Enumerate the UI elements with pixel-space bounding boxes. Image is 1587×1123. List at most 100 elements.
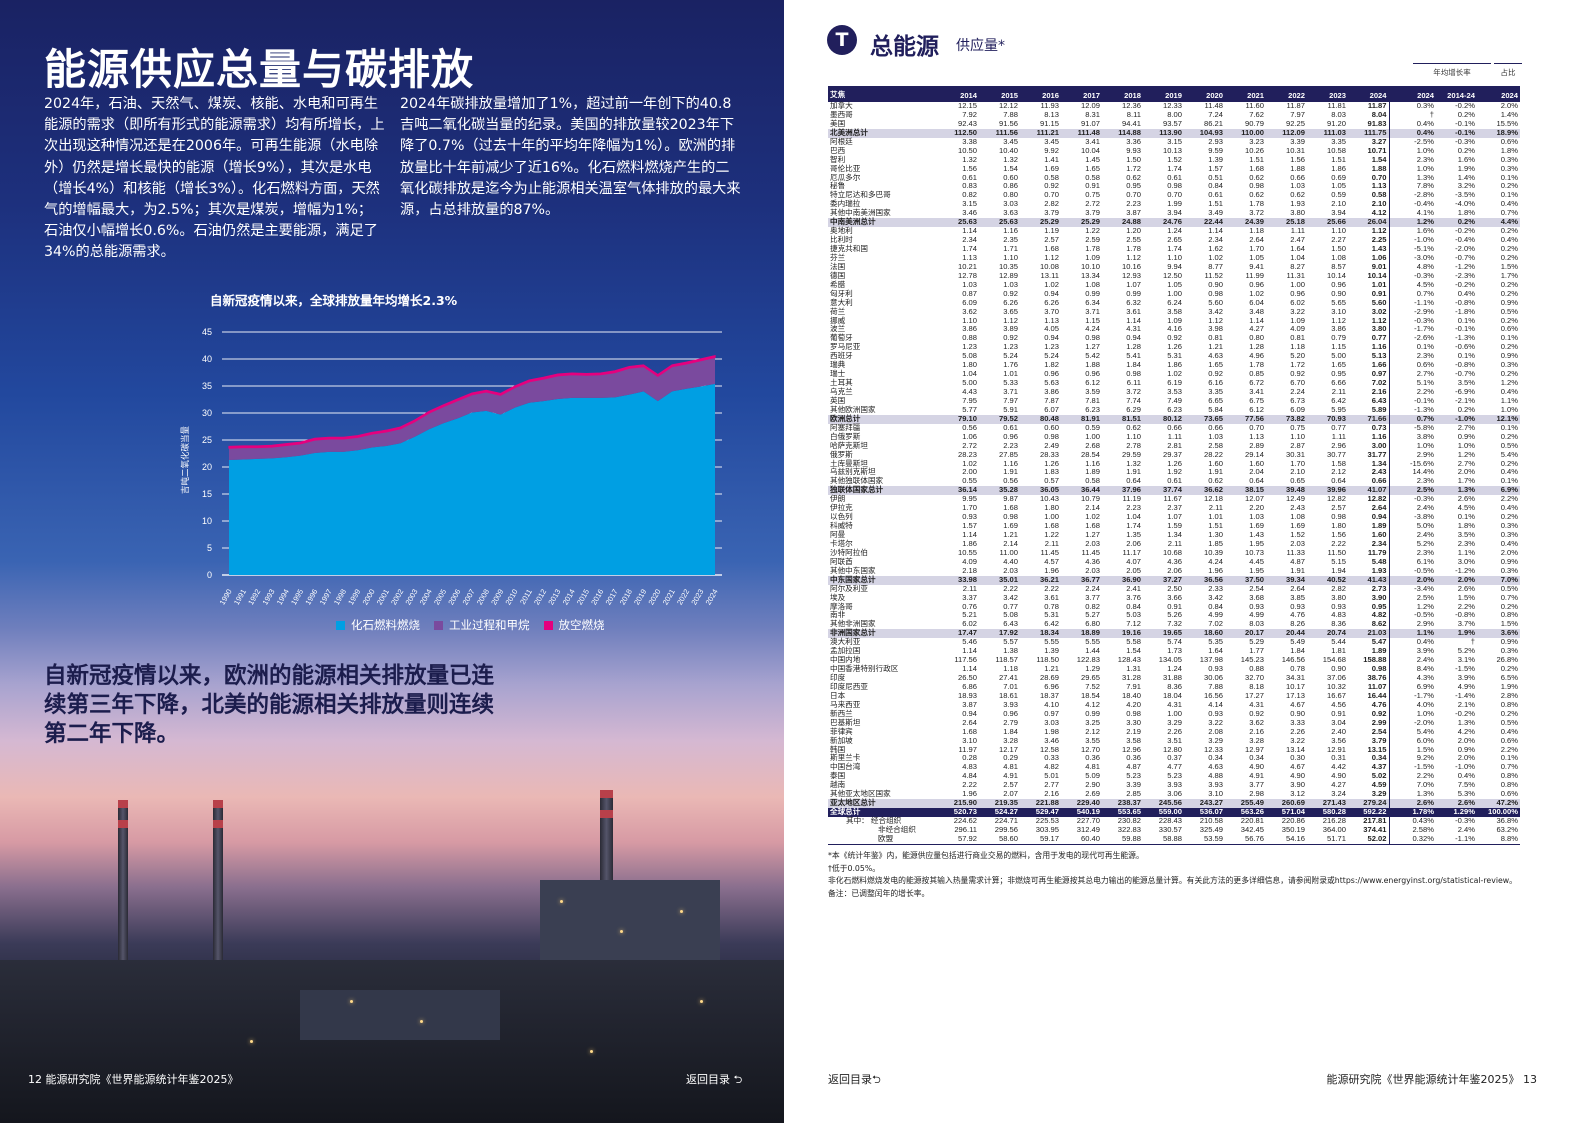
table-cell: 2.37	[1167, 503, 1182, 513]
table-cell: 0.93	[1331, 601, 1346, 611]
table-cell: 6.32	[1126, 297, 1141, 307]
table-cell: 0.90	[1208, 279, 1223, 289]
table-cell: 0.8%	[1500, 610, 1518, 620]
table-cell: 63.2%	[1496, 824, 1518, 834]
table-cell: 0.73	[1371, 422, 1387, 432]
table-cell: 322.83	[1117, 824, 1141, 834]
table-cell: 1.01	[1208, 512, 1223, 522]
table-cell: 10.16	[1121, 261, 1141, 271]
column-separator	[1388, 754, 1409, 764]
table-cell: 1.51	[1249, 154, 1264, 164]
table-cell: 71.66	[1348, 414, 1389, 424]
x-tick-label: 2018	[618, 588, 634, 607]
column-separator	[1388, 763, 1409, 773]
table-cell: 3.68	[1249, 592, 1264, 602]
table-cell: 2.19	[1126, 726, 1141, 736]
table-cell: 0.99	[1126, 288, 1141, 298]
table-cell: 17.13	[1285, 690, 1305, 700]
table-cell: 3.58	[1126, 735, 1141, 745]
row-label: 阿尔及利亚	[830, 583, 868, 593]
table-cell: 1.59	[1167, 521, 1182, 531]
back-to-contents-link[interactable]: 返回目录 ⮌	[686, 1073, 743, 1086]
table-cell: 2.22	[962, 780, 977, 790]
table-row: 其他非洲国家 6.02 6.43 6.42 6.80 7.12 7.32 7.02 8.03 8.…	[828, 619, 1520, 630]
table-cell: 3.59	[1085, 387, 1100, 396]
table-cell: -1.3%	[1455, 333, 1475, 343]
table-cell: 2.03	[1290, 538, 1305, 548]
table-cell: 5.46	[962, 637, 977, 647]
table-cell: 4.88	[1208, 771, 1223, 781]
table-cell: 0.98	[1044, 431, 1059, 441]
x-tick-label: 2003	[403, 588, 419, 607]
table-row: 阿塞拜疆 0.56 0.61 0.60 0.59 0.62 0.66 0.66 0.70 0.75…	[828, 422, 1520, 433]
table-row: 中国内地 117.56 118.57 118.50 122.83 128.43 134.05…	[828, 655, 1520, 666]
table-row: 印度 26.50 27.41 28.69 29.65 31.28 31.88 30.06 32.…	[828, 673, 1520, 683]
table-cell: 0.8%	[1500, 699, 1518, 709]
table-cell: 0.83	[962, 181, 977, 191]
table-cell: 10.58	[1326, 145, 1346, 155]
table-cell: 2.18	[962, 565, 977, 575]
table-cell: 1.69	[1003, 521, 1018, 531]
table-cell: 1.7%	[1500, 270, 1518, 280]
table-cell: 10.39	[1203, 547, 1223, 557]
footnote: 备注：已调整闰年的增长率。	[828, 888, 930, 898]
table-cell: 7.97	[1003, 395, 1018, 405]
table-cell: 6.43	[1371, 395, 1387, 405]
table-row: 卡塔尔 1.86 2.14 2.11 2.03 2.06 2.11 1.85 1.95 2.03 2…	[828, 538, 1520, 549]
table-cell: 1.91	[1126, 467, 1141, 477]
table-cell: 10.04	[1080, 145, 1100, 155]
table-cell: 0.62	[1290, 190, 1305, 200]
table-cell: 2.2%	[1416, 771, 1434, 781]
table-cell: 1.78	[1126, 244, 1141, 253]
table-cell: 112.50	[938, 128, 979, 138]
table-cell: 111.48	[1061, 128, 1102, 138]
table-cell: 37.74	[1143, 485, 1184, 496]
table-cell: 6.26	[1044, 297, 1059, 307]
column-separator	[1388, 745, 1409, 755]
table-cell: 0.57	[1044, 476, 1059, 486]
table-cell: 1.14	[962, 530, 977, 539]
column-separator	[1388, 450, 1409, 460]
table-cell: 54.16	[1266, 834, 1307, 845]
table-cell: 9.92	[1044, 145, 1059, 155]
table-cell: 245.56	[1143, 798, 1184, 809]
table-cell: 2.14	[1085, 503, 1100, 513]
column-separator	[1388, 709, 1409, 719]
table-cell: 8.03	[1249, 619, 1264, 629]
table-row: 乌兹别克斯坦 2.00 1.91 1.83 1.89 1.91 1.92 1.91 2.04 2.…	[828, 467, 1520, 478]
table-cell: 3.93	[1003, 699, 1018, 709]
column-separator	[1388, 781, 1409, 791]
table-cell: 3.35	[1331, 136, 1346, 146]
row-label: 其他独联体国家	[830, 476, 884, 486]
table-cell: 2.85	[1126, 789, 1141, 799]
table-cell: 11.45	[1081, 547, 1100, 557]
table-row: 秘鲁 0.83 0.86 0.92 0.91 0.95 0.98 0.84 0.98 1.03 1.…	[828, 181, 1520, 192]
table-cell: 110.00	[1225, 128, 1266, 138]
table-cell: 1.89	[1371, 646, 1387, 656]
table-cell: 5.03	[1126, 610, 1141, 620]
table-cell: 6.34	[1085, 297, 1100, 307]
table-cell: 10.43	[1039, 494, 1059, 504]
legend-swatch	[543, 620, 553, 630]
table-cell: 0.95	[1126, 181, 1141, 191]
table-cell: -3.8%	[1414, 512, 1434, 522]
table-cell: 1.44	[1085, 646, 1100, 656]
table-cell: 1.20	[1126, 226, 1141, 236]
table-cell: 1.82	[1044, 360, 1059, 370]
row-label: 印度	[830, 673, 846, 682]
table-cell: 6.07	[1044, 404, 1059, 414]
table-cell: 10.73	[1244, 547, 1264, 557]
table-cell: 2.03	[1085, 538, 1100, 548]
table-cell: 1.21	[1208, 342, 1223, 352]
column-separator	[1388, 102, 1409, 111]
table-cell: 1.71	[1003, 244, 1018, 253]
back-to-contents-link[interactable]: 返回目录⮌	[828, 1073, 881, 1086]
column-header: 2023	[1307, 86, 1348, 102]
table-row: 特立尼达和多巴哥 0.82 0.80 0.70 0.75 0.70 0.70 0.61 0.62…	[828, 190, 1520, 201]
table-cell: 1.21	[1003, 530, 1018, 539]
column-separator	[1388, 361, 1409, 371]
table-row: 沙特阿拉伯 10.55 11.00 11.45 11.45 11.17 10.68 10.39…	[828, 547, 1520, 558]
table-cell: 0.93	[1249, 601, 1264, 611]
legend-label: 工业过程和甲烷	[449, 618, 530, 632]
table-cell: 73.82	[1266, 414, 1307, 424]
